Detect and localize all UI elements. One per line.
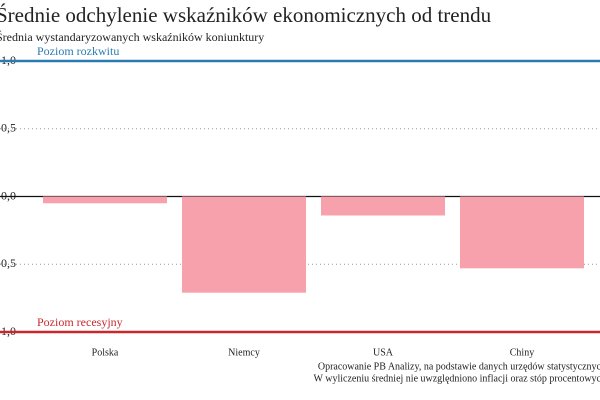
x-tick-label: Niemcy: [228, 347, 260, 358]
bar: [460, 196, 584, 269]
x-tick-label: Polska: [92, 347, 119, 358]
bar: [182, 196, 306, 293]
chart-subtitle: Średnia wystandaryzowanych wskaźników ko…: [0, 30, 264, 44]
bar: [321, 196, 445, 216]
x-tick-label: Chiny: [510, 347, 534, 358]
bar: [43, 196, 167, 204]
y-tick-label: -0,5: [0, 256, 16, 270]
note: Opracowanie PB Analizy, na podstawie dan…: [318, 361, 600, 372]
x-tick-label: USA: [373, 347, 394, 358]
reference-label: Poziom rozkwitu: [37, 44, 119, 58]
note: W wyliczeniu średniej nie uwzględniono i…: [314, 373, 600, 384]
chart-title: Średnie odchylenie wskaźników ekonomiczn…: [0, 3, 492, 27]
reference-label: Poziom recesyjny: [37, 315, 123, 329]
y-tick-label: 0,5: [1, 121, 16, 135]
y-tick-label: 0,0: [1, 188, 16, 202]
